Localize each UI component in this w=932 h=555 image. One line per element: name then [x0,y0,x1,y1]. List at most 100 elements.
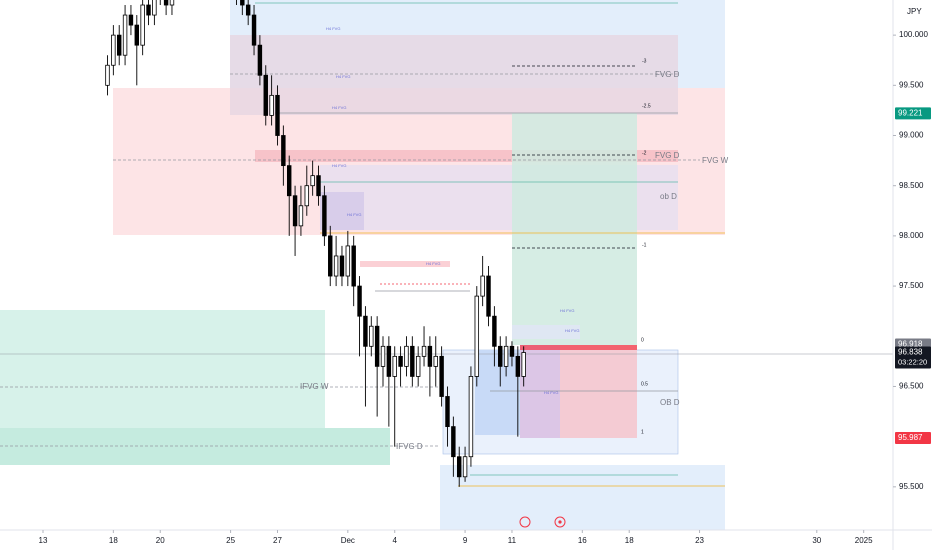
fib-level-label: 0.5 [641,381,648,387]
zone-label: IFVG D [396,442,423,451]
candle-body [111,34,116,66]
x-tick-label: 11 [508,536,517,545]
candle-body [433,355,438,367]
zone-label: FVG D [655,151,680,160]
fvg-label: H4 FVG [565,328,579,333]
fvg-label: H4 FVG [426,261,440,266]
x-tick-label: 23 [695,536,704,545]
x-tick-label: 18 [625,536,634,545]
zone [230,35,678,115]
fvg-label: H4 FVG [332,163,346,168]
candle-body [351,245,356,287]
candle-body [451,426,456,458]
x-tick-label: 20 [156,536,165,545]
y-tick-label: 98.500 [899,181,924,190]
candle-body [310,175,315,187]
candle-body [105,64,110,86]
price-tag-label: 96.918 [898,340,923,349]
y-tick-label: 99.000 [899,131,924,140]
candle-body [374,325,380,367]
candle-body [369,325,374,347]
candle-body [386,345,392,377]
candle-body [263,74,268,116]
candle-body [169,0,175,6]
candle-body [492,315,497,347]
event-icon [519,516,531,528]
candle-body [298,205,304,227]
x-tick-label: 16 [578,536,587,545]
y-tick-label: 95.500 [899,482,924,491]
zone [320,192,364,230]
fib-level-label: -2 [642,150,647,156]
y-tick-label: 96.500 [899,382,924,391]
candle-body [275,94,280,136]
x-tick-label: 25 [226,536,235,545]
x-tick-label: 27 [273,536,282,545]
y-tick-label: 98.000 [899,231,924,240]
candle-body [421,345,427,357]
zone [475,350,520,435]
fib-level-label: -3 [642,58,647,64]
x-tick-label: 30 [812,536,821,545]
candle-body [363,315,368,347]
candle-body [398,355,403,367]
candle-body [245,4,251,16]
x-tick-label: 2025 [855,536,873,545]
fib-level-label: 0 [641,337,644,343]
x-tick-label: 18 [109,536,118,545]
fvg-label: H4 FVG [326,26,340,31]
candle-body [404,345,409,367]
candles [105,0,526,487]
candle-body [486,275,491,317]
zone-label: FVG D [655,70,680,79]
candle-body [146,4,151,16]
y-tick-label: 100.000 [899,30,928,39]
candle-body [134,24,140,46]
price-tag-label: 99.221 [898,108,923,117]
fib-level-label: 1 [641,429,644,435]
candle-body [380,345,386,367]
zone [360,261,450,267]
zone [512,113,637,345]
price-tag [895,431,931,444]
currency-label: JPY [907,7,922,16]
zone [512,325,580,339]
x-tick-label: 9 [463,536,468,545]
candle-body [410,345,415,377]
candle-body [392,355,397,377]
zone [520,345,637,350]
candle-body [328,235,333,277]
zone [520,345,560,438]
zone-label: FVG W [702,156,729,165]
candle-body [480,275,485,297]
fib-level-label: -1 [642,242,647,248]
candle-body [140,4,145,46]
candle-body [445,396,450,428]
candle-body [468,376,474,458]
fib-level-label: -2.5 [642,103,651,109]
fvg-label: H4 FVG [347,212,361,217]
y-tick-label: 99.500 [899,80,924,89]
candle-body [456,456,462,478]
countdown: 03:22:20 [898,358,927,367]
candle-body [292,195,298,227]
candle-body [439,355,444,397]
candle-body [345,245,351,277]
candle-body [286,165,292,197]
candle-body [503,345,509,367]
candle-body [240,0,245,6]
event-icon [554,516,566,528]
x-tick-label: 4 [392,536,397,545]
candle-body [498,345,503,367]
candle-body [116,34,122,56]
price-tag-label: 96.838 [898,348,923,357]
price-tag [895,107,931,120]
zone-label: OB D [660,398,680,407]
candle-body [281,135,286,167]
price-tag [895,346,931,369]
candle-body [521,352,526,377]
candle-body [304,185,310,207]
candle-body [316,175,321,197]
